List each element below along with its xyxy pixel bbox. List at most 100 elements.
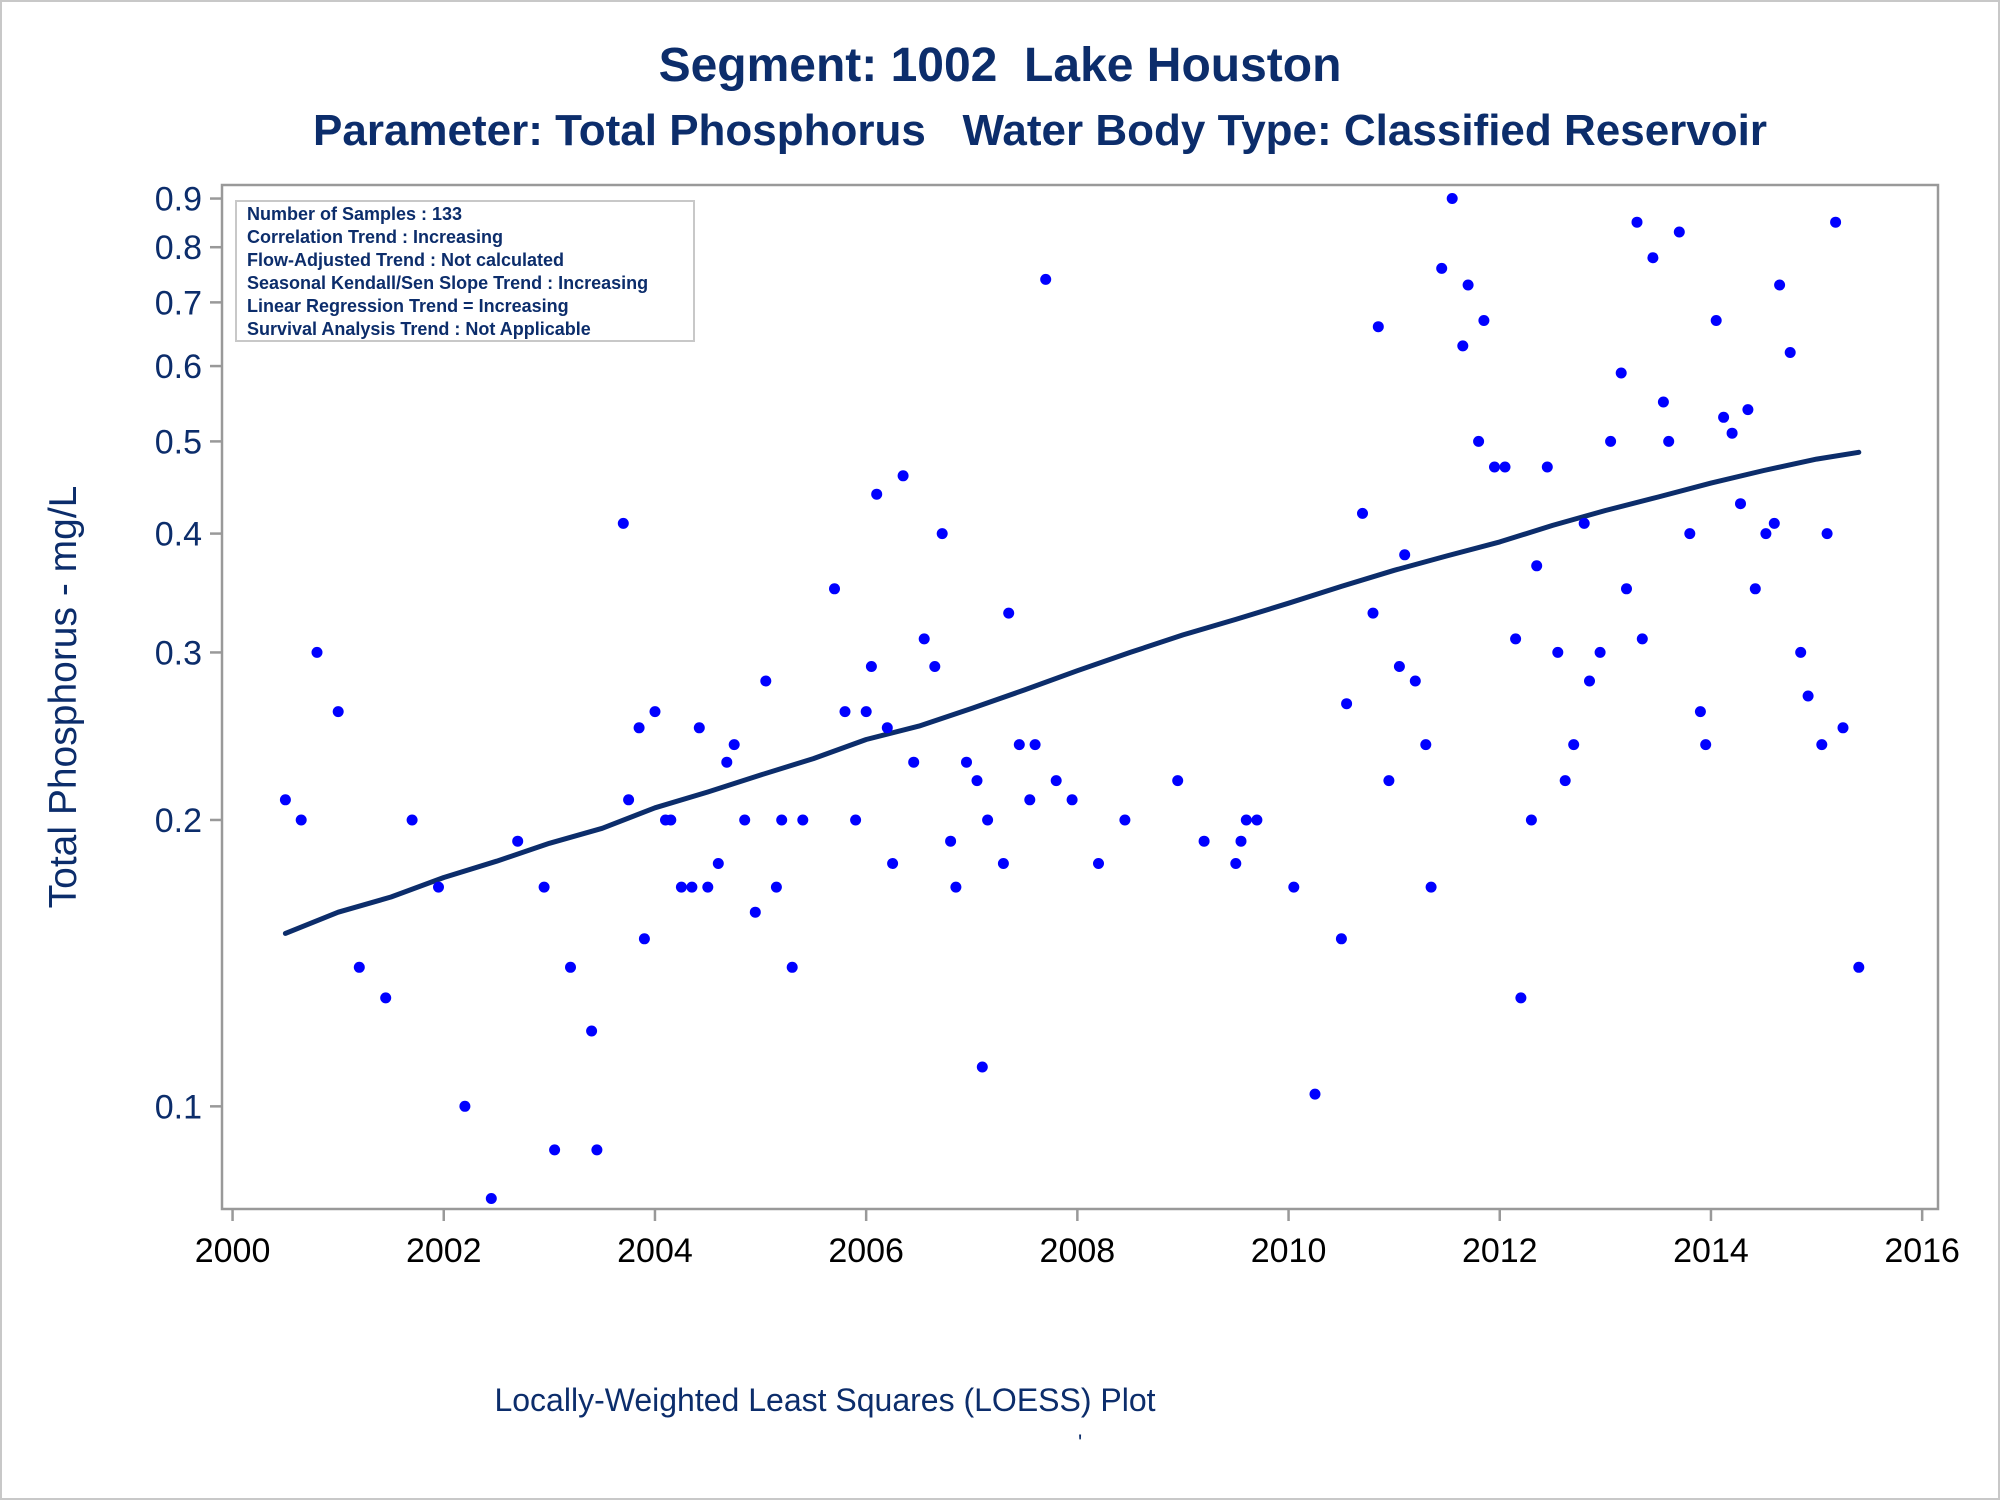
data-point	[982, 814, 994, 826]
data-point	[1631, 216, 1643, 228]
data-point	[686, 881, 698, 893]
data-point	[1718, 411, 1730, 423]
data-points	[279, 193, 1865, 1204]
y-tick-label: 0.6	[155, 348, 202, 386]
data-point	[929, 661, 941, 672]
data-point	[586, 1025, 598, 1037]
data-point	[1198, 835, 1210, 847]
data-point	[1700, 739, 1712, 751]
x-tick-label: 2004	[617, 1232, 693, 1270]
data-point	[433, 881, 444, 893]
data-point	[1515, 992, 1527, 1004]
data-point	[1594, 646, 1606, 658]
data-point	[1409, 675, 1421, 687]
data-point	[721, 756, 733, 768]
data-point	[1399, 549, 1411, 561]
data-point	[485, 1193, 497, 1204]
data-point	[1726, 427, 1738, 439]
data-point	[332, 706, 344, 718]
data-point	[1013, 739, 1025, 751]
data-point	[1673, 226, 1685, 238]
data-point	[1288, 881, 1300, 893]
data-point	[1510, 633, 1522, 645]
data-point	[380, 992, 392, 1004]
data-point	[1240, 814, 1252, 826]
data-point	[950, 881, 962, 893]
stats-box: Number of Samples : 133 Correlation Tren…	[235, 200, 695, 342]
data-point	[797, 814, 809, 826]
data-point	[665, 814, 677, 826]
y-tick-label: 0.9	[155, 181, 202, 219]
loess-trend-line	[282, 449, 1862, 936]
y-axis-label: Total Phosphorus - mg/L	[42, 486, 85, 909]
data-point	[1093, 858, 1104, 869]
data-point	[1531, 560, 1543, 572]
data-point	[1341, 698, 1353, 710]
data-point	[1357, 507, 1368, 519]
data-point	[865, 661, 877, 672]
data-point	[829, 583, 840, 595]
data-point	[1029, 739, 1041, 751]
data-point	[1230, 858, 1242, 869]
data-point	[1621, 583, 1632, 595]
data-point	[850, 814, 862, 826]
data-point	[976, 1061, 988, 1073]
data-point	[1830, 216, 1842, 228]
data-point	[1816, 739, 1828, 751]
data-point	[1710, 315, 1722, 326]
data-point	[1552, 646, 1564, 658]
data-point	[565, 961, 576, 973]
data-point	[839, 706, 851, 718]
data-point	[1774, 279, 1786, 291]
data-point	[1024, 794, 1036, 806]
y-tick-label: 0.1	[155, 1088, 202, 1126]
data-point	[406, 814, 418, 826]
data-point	[1578, 517, 1590, 529]
stats-line-flow-adjusted: Flow-Adjusted Trend : Not calculated	[247, 250, 564, 270]
data-point	[1462, 279, 1474, 291]
data-point	[1663, 435, 1675, 447]
data-point	[770, 881, 782, 893]
x-tick-label: 2010	[1251, 1232, 1327, 1270]
data-point	[739, 814, 751, 826]
data-point	[649, 706, 661, 718]
data-point	[623, 794, 635, 806]
y-tick-label: 0.8	[155, 229, 202, 267]
data-point	[1647, 252, 1659, 264]
data-point	[1657, 396, 1669, 408]
data-point	[1436, 262, 1448, 274]
data-point	[1684, 528, 1696, 540]
data-point	[675, 881, 687, 893]
data-point	[512, 835, 524, 847]
data-point	[1383, 775, 1395, 787]
data-point	[1251, 814, 1263, 826]
x-tick-label: 2012	[1462, 1232, 1538, 1270]
data-point	[1559, 775, 1571, 787]
data-point	[1050, 775, 1062, 787]
data-point	[1795, 646, 1807, 658]
data-point	[712, 858, 724, 869]
data-point	[1784, 347, 1796, 358]
footnote-mark: '	[1078, 1430, 1083, 1455]
data-point	[311, 646, 323, 658]
data-point	[1853, 961, 1865, 973]
data-point	[459, 1100, 471, 1112]
stats-line-samples: Number of Samples : 133	[247, 204, 462, 224]
y-tick-label: 0.3	[155, 634, 202, 672]
x-tick-label: 2000	[195, 1232, 271, 1270]
data-point	[1525, 814, 1537, 826]
data-point	[638, 933, 650, 945]
chart-title: Segment: 1002 Lake Houston	[658, 39, 1342, 92]
data-point	[1802, 690, 1814, 702]
chart-subtitle: Parameter: Total Phosphorus Water Body T…	[313, 106, 1767, 155]
data-point	[549, 1144, 561, 1156]
data-point	[1420, 739, 1432, 751]
data-point	[1694, 706, 1706, 718]
data-point	[1615, 367, 1627, 379]
data-point	[538, 881, 550, 893]
data-point	[1367, 607, 1379, 619]
data-point	[887, 858, 899, 869]
data-point	[1584, 675, 1595, 687]
data-point	[760, 675, 772, 687]
data-point	[918, 633, 930, 645]
